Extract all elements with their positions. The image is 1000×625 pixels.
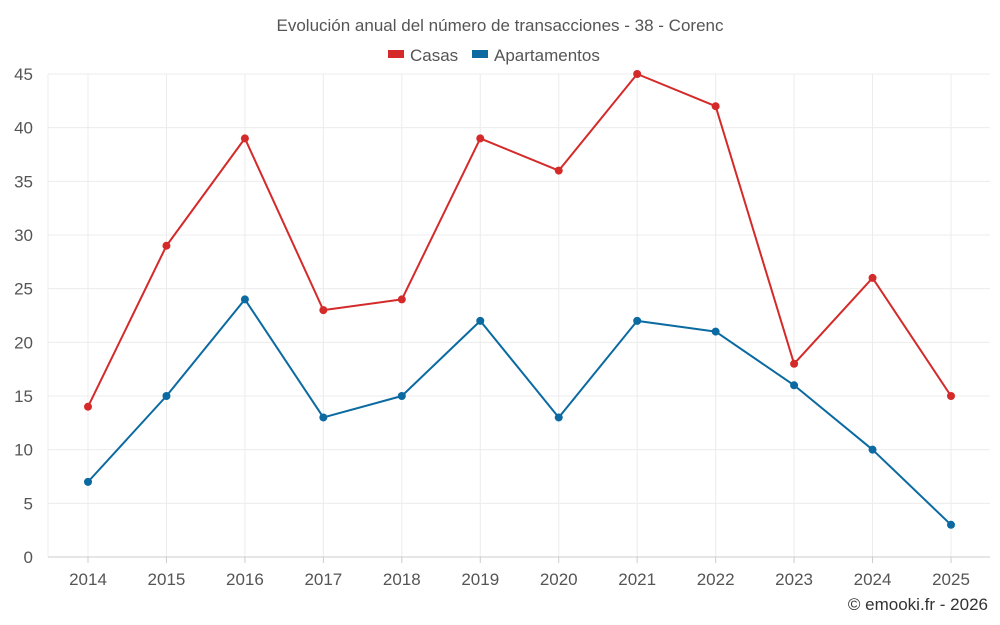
data-point-casas[interactable] [476, 134, 485, 143]
data-point-casas[interactable] [240, 134, 249, 143]
y-tick-label: 45 [14, 65, 33, 84]
y-tick-label: 30 [14, 226, 33, 245]
data-point-apartamentos[interactable] [397, 392, 406, 400]
y-tick-label: 5 [24, 494, 33, 513]
legend-label-apartamentos[interactable]: Apartamentos [494, 46, 600, 65]
data-point-apartamentos[interactable] [868, 445, 877, 454]
data-point-apartamentos[interactable] [790, 381, 799, 390]
y-tick-label: 35 [14, 172, 33, 191]
chart-title: Evolución anual del número de transaccio… [277, 16, 724, 35]
x-tick-label: 2024 [854, 570, 892, 589]
data-point-apartamentos[interactable] [711, 327, 720, 336]
series-line-casas [87, 73, 952, 408]
y-tick-label: 0 [24, 548, 33, 567]
y-tick-label: 20 [14, 333, 33, 352]
data-point-casas[interactable] [554, 166, 563, 175]
x-tick-label: 2018 [383, 570, 421, 589]
series [84, 70, 955, 529]
x-tick-label: 2016 [226, 570, 264, 589]
y-tick-label: 25 [14, 280, 33, 299]
data-point-casas[interactable] [711, 102, 720, 111]
legend-swatch-apartamentos [472, 50, 488, 58]
series-casas [84, 70, 955, 411]
credit-text: © emooki.fr - 2026 [848, 595, 988, 614]
data-point-casas[interactable] [947, 392, 955, 400]
x-tick-label: 2019 [461, 570, 499, 589]
data-point-apartamentos[interactable] [319, 413, 328, 422]
data-point-casas[interactable] [319, 306, 328, 315]
data-point-casas[interactable] [84, 402, 92, 411]
x-tick-label: 2017 [304, 570, 342, 589]
x-tick-label: 2015 [148, 570, 186, 589]
y-tick-label: 15 [14, 387, 33, 406]
legend: Casas Apartamentos [388, 46, 600, 65]
data-point-casas[interactable] [868, 273, 877, 282]
data-point-casas[interactable] [397, 295, 406, 304]
data-point-apartamentos[interactable] [476, 316, 485, 325]
data-point-casas[interactable] [633, 70, 642, 78]
x-tick-label: 2023 [775, 570, 813, 589]
data-point-apartamentos[interactable] [240, 295, 249, 304]
x-tick-label: 2020 [540, 570, 578, 589]
data-point-apartamentos[interactable] [633, 316, 642, 325]
data-point-apartamentos[interactable] [162, 392, 171, 400]
data-point-casas[interactable] [162, 241, 171, 250]
grid [47, 73, 990, 557]
legend-label-casas[interactable]: Casas [410, 46, 458, 65]
series-line-apartamentos [87, 298, 952, 526]
data-point-apartamentos[interactable] [554, 413, 563, 422]
data-point-apartamentos[interactable] [84, 477, 92, 486]
legend-swatch-casas [388, 50, 404, 58]
x-tick-label: 2022 [697, 570, 735, 589]
data-point-casas[interactable] [790, 359, 799, 368]
data-point-apartamentos[interactable] [947, 520, 955, 529]
x-tick-label: 2025 [932, 570, 970, 589]
x-tick-label: 2021 [618, 570, 656, 589]
y-tick-label: 10 [14, 441, 33, 460]
series-apartamentos [84, 295, 955, 529]
x-tick-label: 2014 [69, 570, 107, 589]
y-tick-label: 40 [14, 119, 33, 138]
